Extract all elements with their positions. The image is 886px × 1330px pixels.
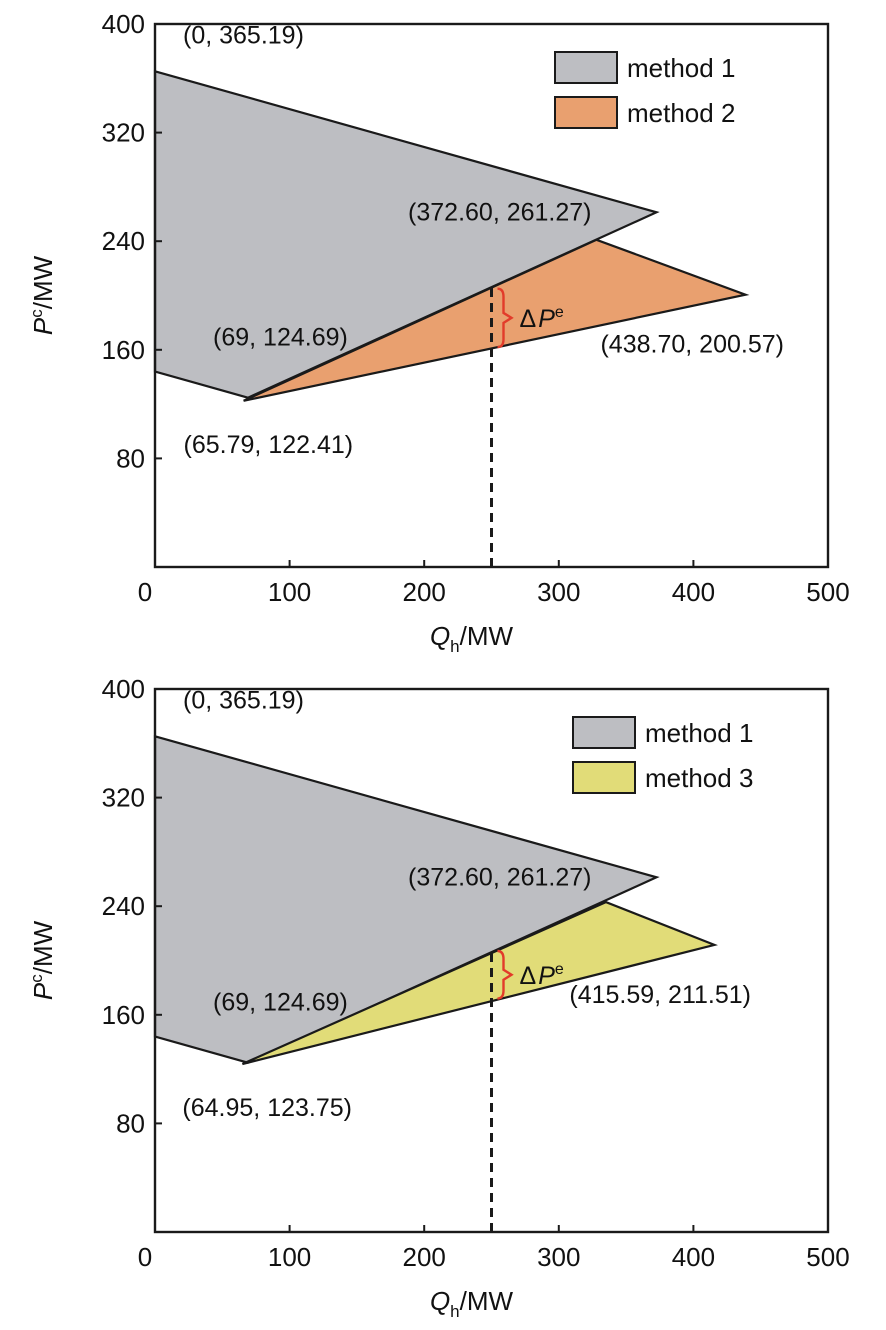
y-tick-label: 80 bbox=[116, 443, 145, 473]
y-axis-unit: /MW bbox=[28, 255, 58, 309]
point-annotation: (69, 124.69) bbox=[213, 324, 348, 352]
delta-label: ΔPe bbox=[520, 961, 564, 990]
x-axis-unit: /MW bbox=[460, 621, 514, 651]
point-annotation: (64.95, 123.75) bbox=[182, 1094, 352, 1122]
delta-label: ΔPe bbox=[520, 304, 564, 333]
legend-swatch bbox=[554, 51, 618, 84]
point-annotation: (69, 124.69) bbox=[213, 989, 348, 1017]
delta-brace bbox=[497, 949, 514, 1000]
legend-swatch bbox=[554, 96, 618, 129]
point-annotation: (0, 365.19) bbox=[183, 686, 304, 714]
y-tick-label: 320 bbox=[102, 783, 145, 813]
y-axis-var: P bbox=[28, 982, 58, 1000]
point-annotation: (415.59, 211.51) bbox=[569, 981, 751, 1009]
legend-swatch bbox=[572, 761, 636, 794]
point-annotation: (372.60, 261.27) bbox=[408, 198, 591, 226]
y-tick-label: 240 bbox=[102, 891, 145, 921]
x-tick-label: 300 bbox=[537, 1242, 580, 1272]
point-annotation: (0, 365.19) bbox=[183, 21, 304, 49]
y-tick-label: 160 bbox=[102, 335, 145, 365]
delta-brace bbox=[497, 287, 514, 349]
y-tick-label: 160 bbox=[102, 1000, 145, 1030]
legend-swatch bbox=[572, 716, 636, 749]
point-annotation: (438.70, 200.57) bbox=[600, 331, 783, 359]
x-tick-label: 400 bbox=[672, 1242, 715, 1272]
x-tick-label: 500 bbox=[806, 1242, 849, 1272]
x-tick-label: 0 bbox=[138, 577, 152, 607]
delta-p: P bbox=[538, 305, 555, 333]
point-annotation: (65.79, 122.41) bbox=[184, 431, 354, 459]
y-axis-label: Pc/MW bbox=[27, 255, 58, 335]
legend-label: method 2 bbox=[627, 98, 735, 128]
point-annotation: (372.60, 261.27) bbox=[408, 863, 591, 891]
legend-label: method 3 bbox=[645, 763, 753, 793]
y-axis-sup: c bbox=[27, 309, 46, 318]
plot-frame bbox=[153, 22, 830, 569]
y-tick-label: 400 bbox=[102, 9, 145, 39]
y-axis-var: P bbox=[28, 317, 58, 335]
delta-sup: e bbox=[555, 961, 564, 978]
y-axis-unit: /MW bbox=[28, 920, 58, 974]
x-axis-var: Q bbox=[430, 621, 450, 651]
region-method-2 bbox=[243, 238, 750, 402]
y-tick-label: 240 bbox=[102, 226, 145, 256]
x-tick-label: 500 bbox=[806, 577, 849, 607]
x-tick-label: 0 bbox=[138, 1242, 152, 1272]
x-tick-label: 400 bbox=[672, 577, 715, 607]
region-method-3 bbox=[241, 900, 718, 1066]
legend-label: method 1 bbox=[645, 718, 753, 748]
x-axis-sub: h bbox=[450, 637, 459, 656]
y-axis-label: Pc/MW bbox=[27, 920, 58, 1000]
y-tick-label: 320 bbox=[102, 118, 145, 148]
x-tick-label: 100 bbox=[268, 577, 311, 607]
y-tick-label: 400 bbox=[102, 674, 145, 704]
y-tick-label: 80 bbox=[116, 1108, 145, 1138]
y-axis-sup: c bbox=[27, 974, 46, 983]
delta-symbol: Δ bbox=[520, 305, 537, 333]
plot-frame bbox=[153, 687, 830, 1234]
x-tick-label: 200 bbox=[403, 577, 446, 607]
x-axis-sub: h bbox=[450, 1302, 459, 1321]
x-tick-label: 100 bbox=[268, 1242, 311, 1272]
x-axis-label: Qh/MW bbox=[430, 1286, 514, 1321]
delta-symbol: Δ bbox=[520, 962, 537, 990]
delta-p: P bbox=[538, 962, 555, 990]
x-tick-label: 300 bbox=[537, 577, 580, 607]
delta-sup: e bbox=[555, 304, 564, 321]
x-axis-unit: /MW bbox=[460, 1286, 514, 1316]
x-axis-label: Qh/MW bbox=[430, 621, 514, 656]
x-tick-label: 200 bbox=[403, 1242, 446, 1272]
legend-label: method 1 bbox=[627, 53, 735, 83]
x-axis-var: Q bbox=[430, 1286, 450, 1316]
